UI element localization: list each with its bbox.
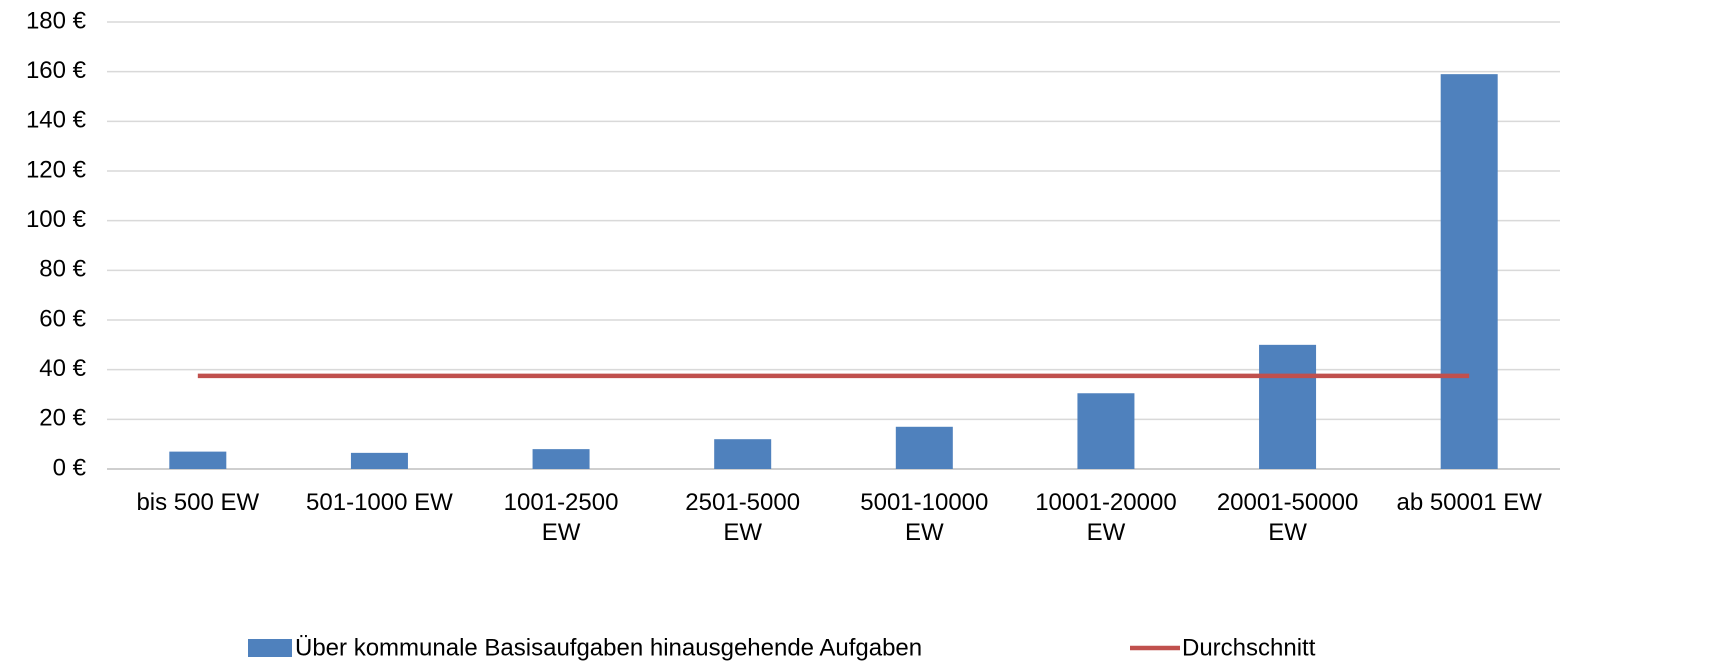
legend-swatch: [248, 639, 292, 657]
x-tick-label: 20001-50000 EW: [1216, 489, 1359, 546]
x-tick-label: 501-1000 EW: [306, 489, 453, 516]
bar: [169, 451, 227, 469]
y-tick-label: 0 €: [53, 454, 87, 481]
bar: [532, 449, 590, 469]
legend-label: Durchschnitt: [1182, 634, 1316, 661]
x-tick-label: 5001-10000 EW: [860, 489, 989, 546]
bar: [1077, 393, 1135, 469]
x-tick-label: ab 50001 EW: [1396, 489, 1542, 516]
bar: [714, 439, 772, 469]
y-tick-label: 140 €: [26, 107, 87, 134]
bar: [895, 426, 953, 469]
bar: [350, 452, 408, 469]
x-tick-label: bis 500 EW: [136, 489, 260, 516]
y-tick-label: 100 €: [26, 206, 87, 233]
y-tick-label: 80 €: [39, 256, 86, 283]
legend-label: Über kommunale Basisaufgaben hinausgehen…: [295, 634, 922, 661]
bar: [1440, 74, 1498, 470]
x-tick-label: 10001-20000 EW: [1035, 489, 1177, 546]
y-tick-label: 120 €: [26, 156, 87, 183]
y-tick-label: 20 €: [39, 405, 86, 432]
y-tick-label: 40 €: [39, 355, 86, 382]
y-tick-label: 180 €: [26, 7, 87, 34]
x-tick-label: 1001-2500 EW: [503, 489, 619, 546]
bar: [1259, 344, 1317, 469]
y-tick-label: 60 €: [39, 305, 86, 332]
y-tick-label: 160 €: [26, 57, 87, 84]
x-tick-label: 2501-5000 EW: [685, 489, 801, 546]
